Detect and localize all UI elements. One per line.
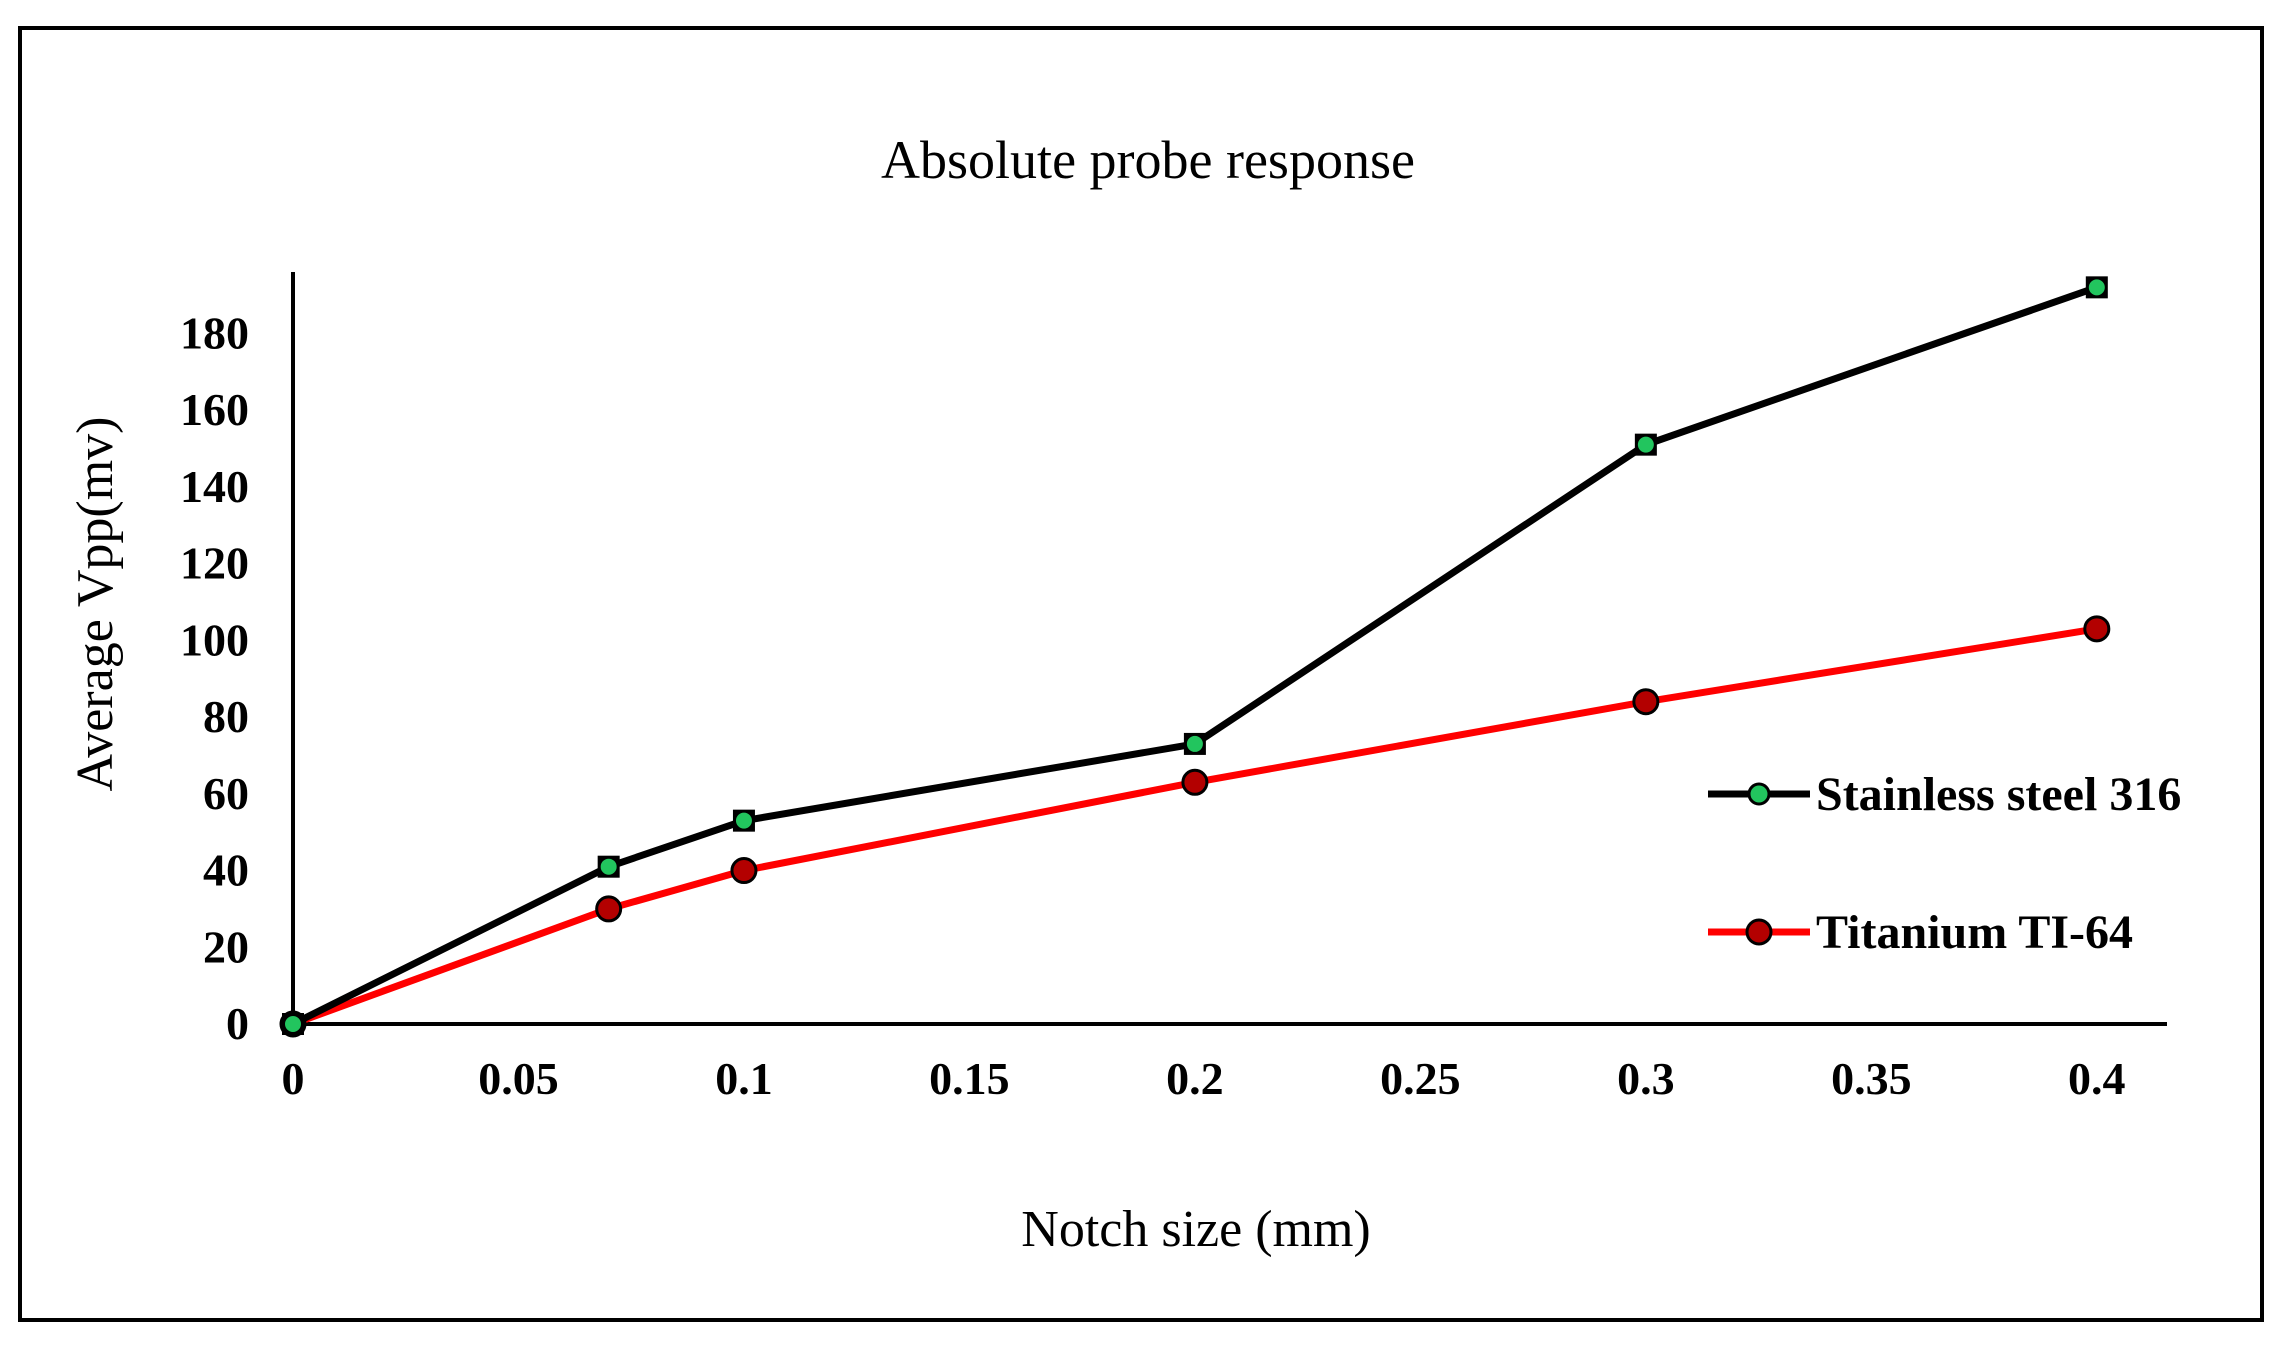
y-tick-label: 100 xyxy=(180,614,249,665)
y-tick-label: 80 xyxy=(203,691,249,742)
x-tick-label: 0 xyxy=(282,1053,305,1104)
data-point-titanium xyxy=(1632,688,1660,716)
x-tick-label: 0.15 xyxy=(929,1053,1010,1104)
x-tick-label: 0.4 xyxy=(2068,1053,2126,1104)
x-tick-label: 0.1 xyxy=(715,1053,773,1104)
y-tick-label: 40 xyxy=(203,845,249,896)
y-tick-label: 60 xyxy=(203,768,249,819)
y-tick-label: 140 xyxy=(180,461,249,512)
data-point-stainless xyxy=(1184,733,1205,754)
x-tick-label: 0.2 xyxy=(1166,1053,1224,1104)
y-tick-label: 160 xyxy=(180,384,249,435)
chart-title: Absolute probe response xyxy=(881,130,1415,190)
series-line-stainless xyxy=(291,284,2098,1028)
data-point-stainless xyxy=(2086,277,2107,298)
chart-frame xyxy=(18,26,2264,1322)
y-tick-label: 180 xyxy=(180,307,249,358)
x-axis-label: Notch size (mm) xyxy=(1021,1201,1370,1258)
data-point-titanium xyxy=(1181,768,1209,796)
legend-item-titanium: Titanium TI-64 xyxy=(1708,906,2133,959)
x-tick-label: 0.25 xyxy=(1380,1053,1461,1104)
data-point-stainless xyxy=(598,856,619,877)
data-point-titanium xyxy=(2083,615,2111,643)
legend-marker-titanium xyxy=(1745,918,1773,946)
data-point-stainless xyxy=(1635,434,1656,455)
y-tick-label: 120 xyxy=(180,538,249,589)
series-line-titanium xyxy=(291,625,2098,1028)
legend-marker-stainless xyxy=(1747,782,1771,806)
legend: Stainless steel 316 Titanium TI-64 xyxy=(1708,768,2181,959)
x-tick-label: 0.3 xyxy=(1617,1053,1675,1104)
legend-label-titanium: Titanium TI-64 xyxy=(1816,906,2133,959)
legend-label-stainless: Stainless steel 316 xyxy=(1816,768,2181,821)
data-point-titanium xyxy=(595,895,623,923)
axes xyxy=(291,272,2167,1026)
y-axis-label: Average Vpp(mv) xyxy=(67,417,124,792)
tick-labels: 0 0.05 0.1 0.15 0.2 0.25 0.3 0.35 0.4 0 20 40 60 80 10… xyxy=(180,307,2126,1104)
legend-item-stainless: Stainless steel 316 xyxy=(1708,768,2181,821)
data-point-titanium xyxy=(730,857,758,885)
y-tick-label: 0 xyxy=(226,998,249,1049)
series-layer xyxy=(279,276,2111,1038)
x-tick-label: 0.05 xyxy=(478,1053,559,1104)
x-tick-label: 0.35 xyxy=(1831,1053,1912,1104)
data-point-stainless xyxy=(283,1014,303,1034)
y-tick-label: 20 xyxy=(203,921,249,972)
data-point-stainless xyxy=(733,810,754,831)
